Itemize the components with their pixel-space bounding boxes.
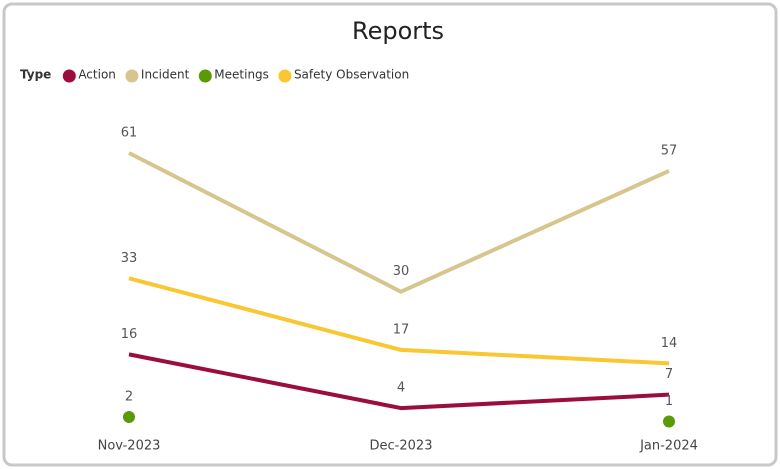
data-label: 30 [393,264,410,279]
legend-marker [125,69,139,83]
data-label: 16 [121,327,138,342]
data-label: 14 [661,336,678,351]
legend-label: Meetings [214,68,269,82]
data-label: 33 [121,251,138,266]
legend-title: Type [20,68,51,82]
data-label: 57 [661,143,678,158]
legend-label: Safety Observation [294,68,409,82]
data-label: 4 [397,381,405,396]
series-line [128,276,670,366]
data-label: 61 [121,126,138,141]
data-label: 7 [665,367,673,382]
legend-label: Incident [141,68,190,82]
legend-marker [198,69,212,83]
x-tick-label: Dec-2023 [370,439,433,454]
chart-title: Reports [352,17,444,45]
x-tick-label: Jan-2024 [639,439,698,454]
data-point [123,411,135,424]
x-tick-label: Nov-2023 [98,439,161,454]
legend-label: Action [78,68,116,82]
data-label: 17 [393,322,410,337]
data-point [663,415,675,428]
data-label: 2 [125,390,133,405]
series-line [128,352,670,411]
data-label: 1 [665,394,673,409]
series-line [128,151,670,294]
legend-marker [278,69,292,83]
legend-marker [62,69,76,83]
